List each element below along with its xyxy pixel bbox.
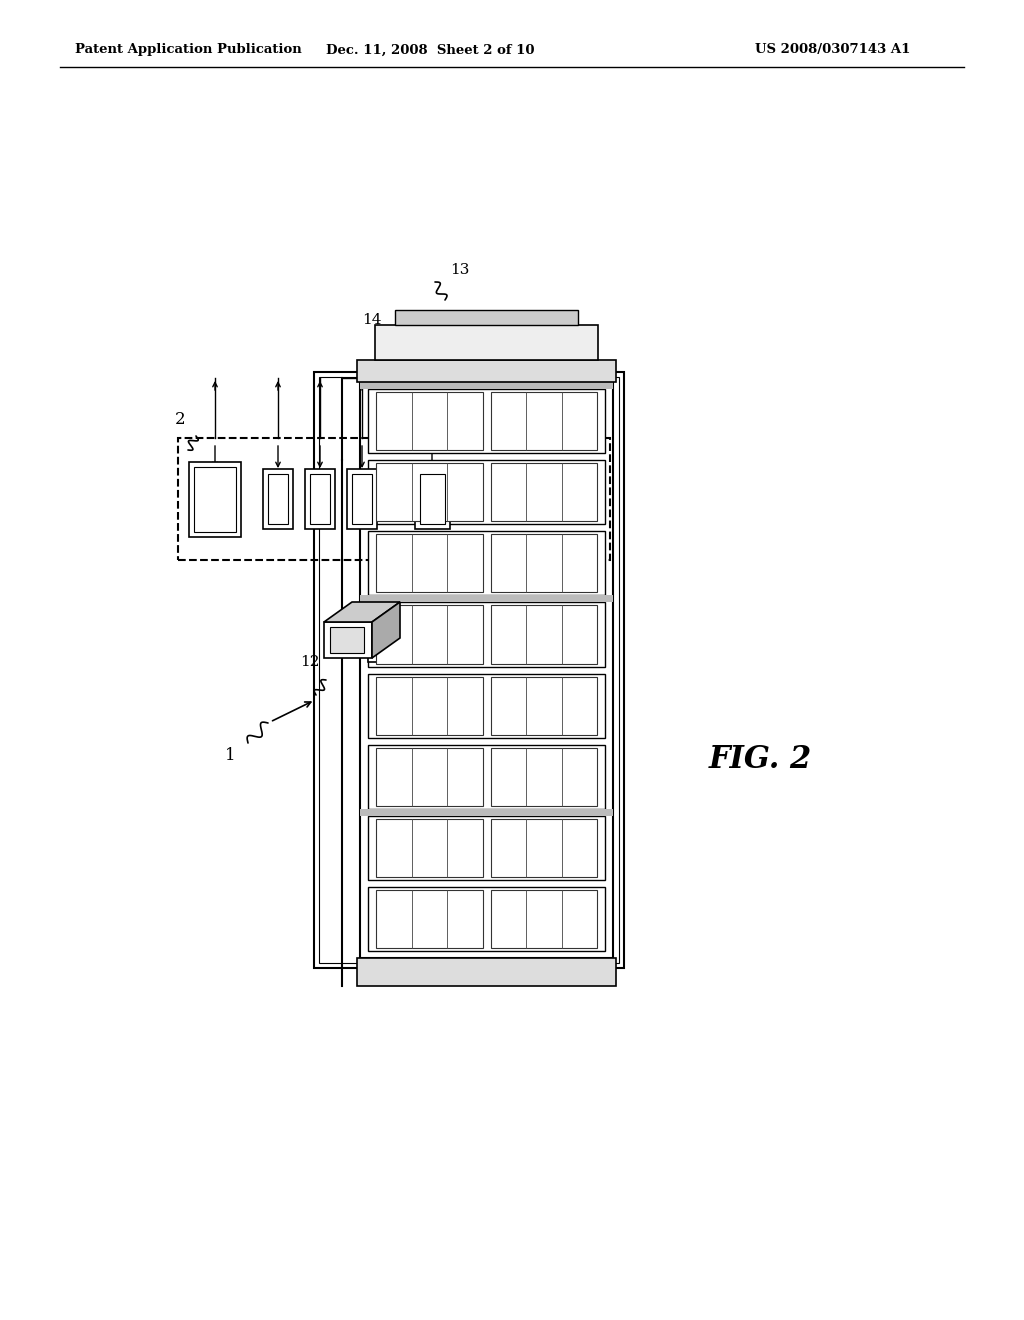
Polygon shape [368, 620, 424, 634]
Text: 1: 1 [224, 747, 236, 763]
Polygon shape [372, 602, 400, 657]
Bar [490, 463, 597, 521]
Bar [376, 818, 482, 876]
Bar [368, 531, 605, 595]
Bar [310, 474, 330, 524]
Bar [178, 438, 610, 560]
Text: 13: 13 [450, 263, 469, 277]
Bar [368, 887, 605, 950]
Bar [305, 469, 335, 529]
Bar [490, 535, 597, 593]
Bar [420, 474, 444, 524]
Bar [490, 818, 597, 876]
Bar [352, 474, 372, 524]
Text: FIG. 2: FIG. 2 [709, 744, 812, 776]
Text: 12: 12 [300, 655, 319, 669]
Text: US 2008/0307143 A1: US 2008/0307143 A1 [755, 44, 910, 57]
Bar [376, 676, 482, 735]
Polygon shape [324, 602, 400, 622]
Bar [395, 310, 578, 325]
Bar [263, 469, 293, 529]
Bar [415, 469, 450, 529]
Bar [268, 474, 288, 524]
Bar [376, 463, 482, 521]
Bar [376, 747, 482, 805]
Bar [360, 381, 613, 958]
Bar [490, 606, 597, 664]
Bar [368, 602, 605, 667]
Bar [368, 816, 605, 880]
Polygon shape [368, 634, 404, 663]
Text: 2: 2 [175, 412, 185, 429]
Text: 14: 14 [362, 313, 382, 327]
Bar [189, 462, 241, 536]
Bar [376, 890, 482, 948]
Bar [360, 809, 613, 816]
Bar [314, 372, 624, 968]
Polygon shape [330, 627, 364, 653]
Bar [360, 381, 613, 389]
Bar [368, 673, 605, 738]
Bar [490, 890, 597, 948]
Bar [347, 469, 377, 529]
Polygon shape [404, 620, 424, 663]
Polygon shape [324, 622, 372, 657]
Bar [357, 958, 616, 986]
Bar [490, 676, 597, 735]
Bar [357, 360, 616, 381]
Text: Dec. 11, 2008  Sheet 2 of 10: Dec. 11, 2008 Sheet 2 of 10 [326, 44, 535, 57]
Bar [368, 461, 605, 524]
Bar [490, 392, 597, 450]
Text: 11: 11 [555, 461, 574, 475]
Bar [368, 744, 605, 809]
Bar [376, 392, 482, 450]
Bar [376, 535, 482, 593]
Bar [375, 325, 598, 360]
Bar [360, 595, 613, 602]
Bar [490, 747, 597, 805]
Text: Patent Application Publication: Patent Application Publication [75, 44, 302, 57]
Bar [194, 466, 236, 532]
Bar [376, 606, 482, 664]
Bar [368, 389, 605, 453]
Bar [319, 378, 618, 964]
